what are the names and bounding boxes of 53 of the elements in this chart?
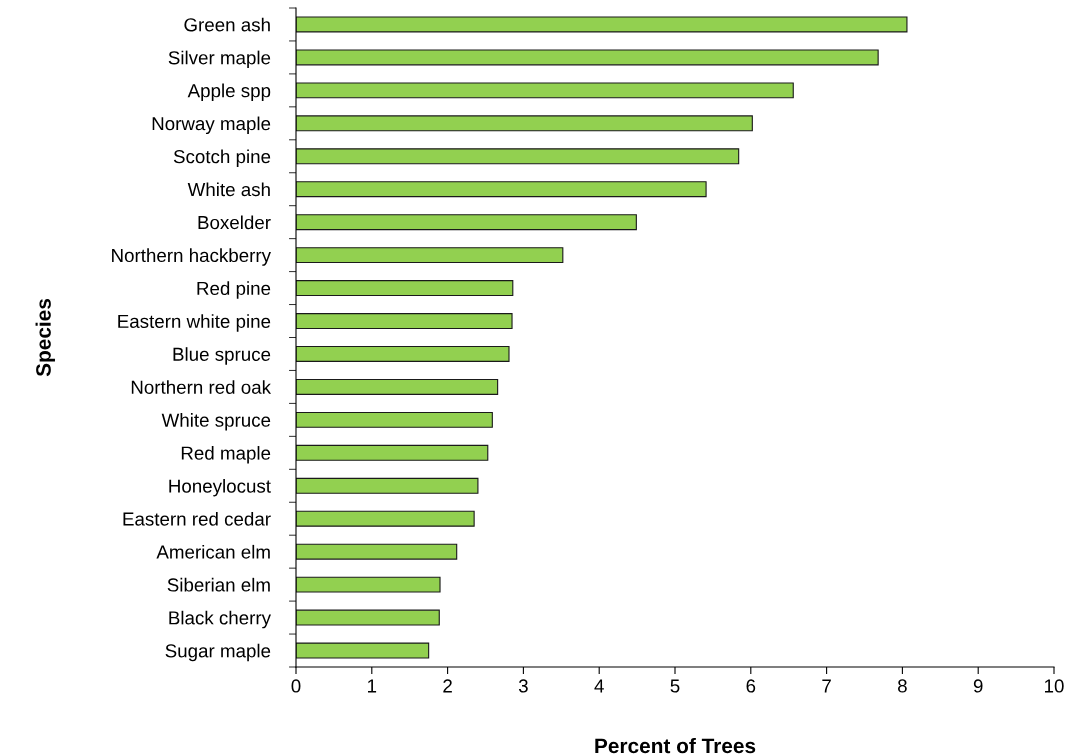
- bar: [296, 214, 637, 231]
- bar: [296, 477, 479, 494]
- bar: [296, 510, 475, 527]
- y-tick-label: White spruce: [161, 413, 271, 431]
- x-tick-label: 10: [1045, 679, 1064, 693]
- x-tick-label: 1: [368, 679, 377, 693]
- y-tick-label: Black cherry: [169, 610, 271, 629]
- y-tick-label: Siberian elm: [167, 577, 270, 592]
- y-tick-label: White ash: [187, 182, 270, 197]
- bar: [296, 411, 493, 428]
- bar: [296, 444, 489, 461]
- y-tick-label: Apple spp: [187, 83, 271, 102]
- x-tick-label: 4: [594, 679, 604, 693]
- x-tick-label: 5: [670, 679, 680, 693]
- y-axis-title: Species: [35, 298, 55, 377]
- x-axis-title: Percent of Trees: [595, 737, 756, 754]
- y-tick-label: Sugar maple: [165, 643, 271, 662]
- y-tick-label: Silver maple: [168, 50, 271, 69]
- x-tick-label: 8: [898, 679, 907, 693]
- bar: [296, 576, 441, 593]
- bar: [296, 148, 740, 165]
- bar: [296, 247, 564, 264]
- bar: [296, 543, 458, 560]
- y-tick-label: Red pine: [197, 281, 271, 299]
- x-tick-label: 3: [518, 679, 528, 693]
- bar: [296, 378, 499, 395]
- y-tick-label: Eastern red cedar: [123, 511, 271, 526]
- y-tick-label: Red maple: [181, 446, 271, 464]
- bar: [296, 49, 879, 66]
- x-tick-label: 7: [822, 679, 831, 693]
- bar: [296, 82, 794, 99]
- x-tick-label: 6: [746, 679, 756, 693]
- y-tick-label: Green ash: [184, 17, 270, 32]
- y-tick-label: Northern hackberry: [112, 248, 271, 266]
- x-tick-label: 0: [291, 679, 301, 693]
- y-tick-label: American elm: [156, 544, 270, 559]
- y-tick-label: Blue spruce: [173, 347, 271, 365]
- bar: [296, 280, 514, 297]
- x-tick-label: 9: [973, 679, 983, 693]
- bar: [296, 346, 510, 362]
- bar: [296, 181, 707, 198]
- y-tick-label: Honeylocust: [169, 478, 271, 497]
- bar: [296, 313, 513, 329]
- x-tick-label: 2: [443, 679, 452, 693]
- bar: [296, 115, 753, 132]
- bar: [296, 609, 440, 626]
- bar: [296, 16, 908, 33]
- y-tick-label: Norway maple: [152, 116, 271, 135]
- bar: [296, 642, 430, 659]
- y-tick-label: Eastern white pine: [118, 314, 271, 332]
- y-tick-label: Boxelder: [198, 215, 271, 230]
- y-tick-label: Scotch pine: [173, 149, 271, 167]
- y-tick-label: Northern red oak: [131, 380, 272, 394]
